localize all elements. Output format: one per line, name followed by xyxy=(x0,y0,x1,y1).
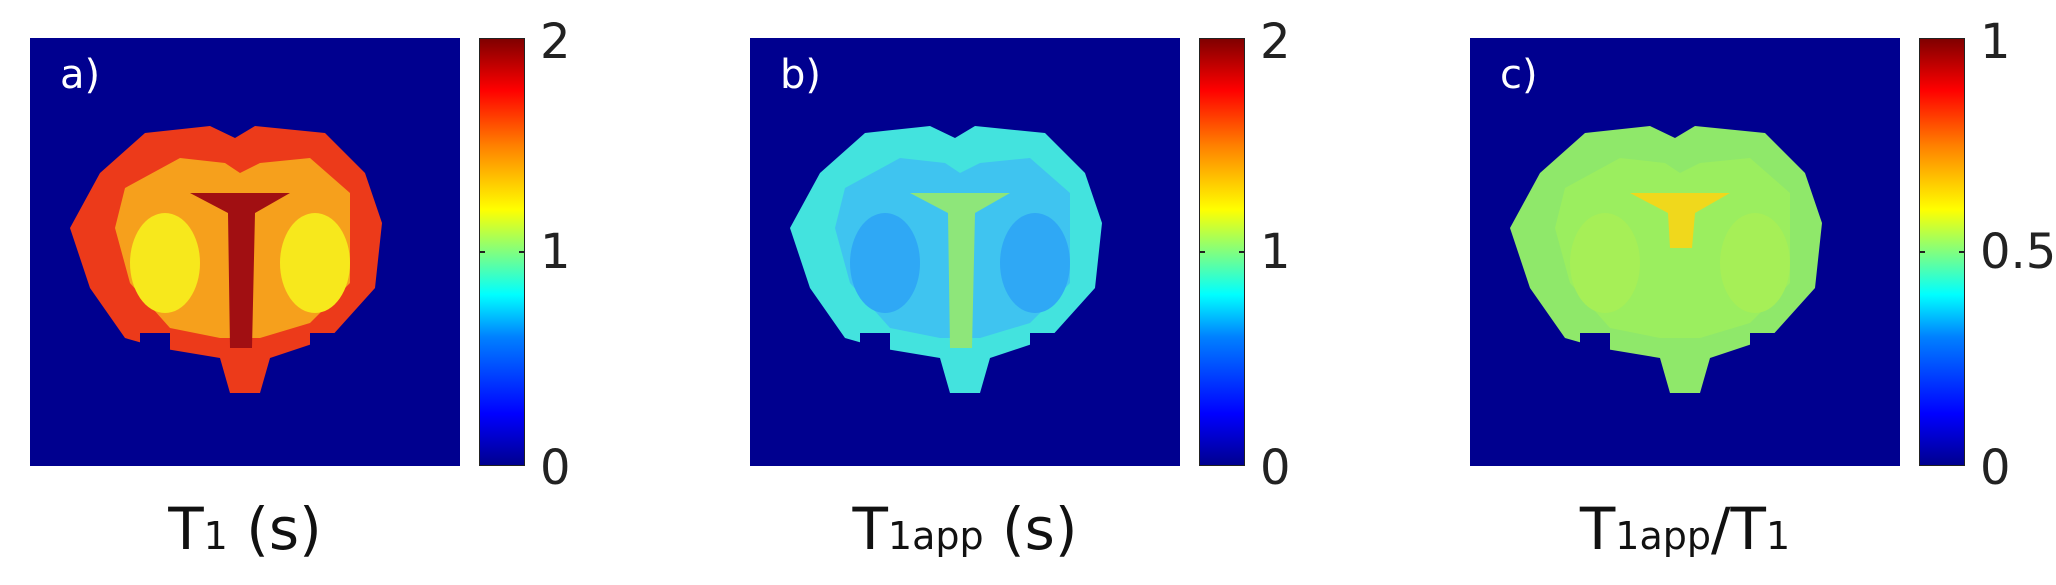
panel-letter: a) xyxy=(60,52,101,98)
colorbar-tick-mid: 1 xyxy=(1260,224,1291,280)
t1app-map xyxy=(750,38,1180,466)
panel-title: T1 (s) xyxy=(168,495,322,563)
brain-slice-a xyxy=(70,126,382,393)
tickmark xyxy=(519,251,525,253)
colorbar-tick-top: 1 xyxy=(1980,14,2011,70)
panel-a: a) 2 1 0 T1 (s) xyxy=(0,0,680,585)
tickmark xyxy=(1919,251,1925,253)
ratio-map xyxy=(1470,38,1900,466)
tickmark xyxy=(1239,251,1245,253)
tickmark xyxy=(1199,251,1205,253)
colorbar-tick-bottom: 0 xyxy=(1260,440,1291,496)
panel-b: b) 2 1 0 T1app (s) xyxy=(720,0,1400,585)
tickmark xyxy=(1959,251,1965,253)
brain-slice-c xyxy=(1510,126,1822,393)
colorbar-tick-bottom: 0 xyxy=(540,440,571,496)
t1-map xyxy=(30,38,460,466)
panel-title: T1app/T1 xyxy=(1579,495,1791,563)
colorbar-tick-bottom: 0 xyxy=(1980,440,2011,496)
colorbar-tick-mid: 0.5 xyxy=(1980,224,2056,280)
tickmark xyxy=(479,251,485,253)
colorbar-tick-mid: 1 xyxy=(540,224,571,280)
colorbar-tick-top: 2 xyxy=(540,14,571,70)
brain-slice-b xyxy=(790,126,1102,393)
panel-letter: b) xyxy=(780,52,821,98)
panel-title: T1app (s) xyxy=(852,495,1078,563)
colorbar-tick-top: 2 xyxy=(1260,14,1291,70)
panel-c: c) 1 0.5 0 T1app/T1 xyxy=(1440,0,2056,585)
panel-letter: c) xyxy=(1500,52,1538,98)
